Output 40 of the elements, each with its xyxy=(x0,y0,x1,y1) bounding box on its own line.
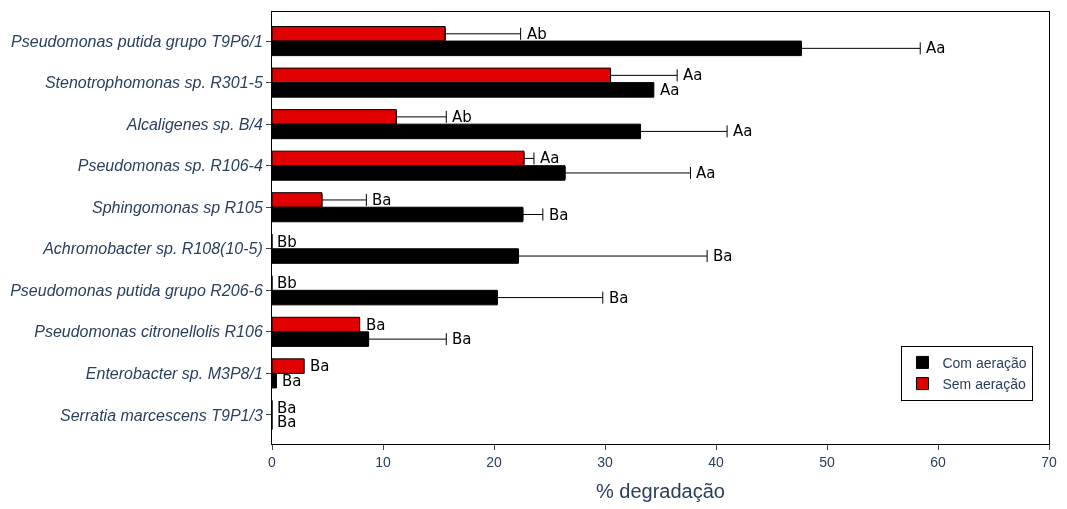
annotation: Ba xyxy=(713,247,733,265)
legend-label: Com aeração xyxy=(942,354,1027,371)
y-tick-label: Sphingomonas sp R105 xyxy=(92,198,263,216)
x-tick-label: 50 xyxy=(819,453,835,470)
x-axis-title: % degradação xyxy=(596,480,725,503)
annotation: Ba xyxy=(372,191,392,209)
annotation: Ba xyxy=(549,206,569,224)
annotation: Ba xyxy=(609,289,629,307)
x-tick-label: 30 xyxy=(597,453,613,470)
y-tick-label: Alcaligenes sp. B/4 xyxy=(125,115,263,133)
y-tick-label: Enterobacter sp. M3P8/1 xyxy=(85,364,263,382)
annotation: Ab xyxy=(452,108,472,126)
data-label: Bb xyxy=(277,233,297,251)
data-label: Ba xyxy=(366,316,386,334)
y-tick-label: Stenotrophomonas sp. R301-5 xyxy=(44,74,263,92)
annotation: Aa xyxy=(683,66,703,84)
annotation: Aa xyxy=(733,122,753,140)
x-tick-label: 20 xyxy=(486,453,502,470)
y-tick-label: Pseudomonas sp. R106-4 xyxy=(77,157,263,175)
x-tick-label: 70 xyxy=(1041,453,1057,470)
annotation: Ab xyxy=(527,25,547,43)
y-tick-label: Pseudomonas putida grupo R206-6 xyxy=(10,281,263,299)
data-label: Ba xyxy=(277,413,297,431)
data-label: Ba xyxy=(282,372,302,390)
y-tick-label: Serratia marcescens T9P1/3 xyxy=(60,406,263,424)
x-tick-label: 60 xyxy=(930,453,946,470)
x-tick-label: 10 xyxy=(375,453,391,470)
data-label: Ba xyxy=(310,357,330,375)
annotation: Aa xyxy=(696,164,716,182)
annotation: Ba xyxy=(452,330,472,348)
data-label: Bb xyxy=(277,274,297,292)
y-tick-label: Achromobacter sp. R108(10-5) xyxy=(42,240,263,258)
y-tick-label: Pseudomonas putida grupo T9P6/1 xyxy=(11,32,263,50)
data-label: Aa xyxy=(660,81,680,99)
x-tick-label: 0 xyxy=(268,453,277,470)
annotation: Aa xyxy=(540,149,560,167)
legend-label: Sem aeração xyxy=(942,376,1026,393)
x-tick-label: 40 xyxy=(708,453,724,470)
y-tick-label: Pseudomonas citronellolis R106 xyxy=(34,323,263,341)
annotation: Aa xyxy=(926,39,946,57)
